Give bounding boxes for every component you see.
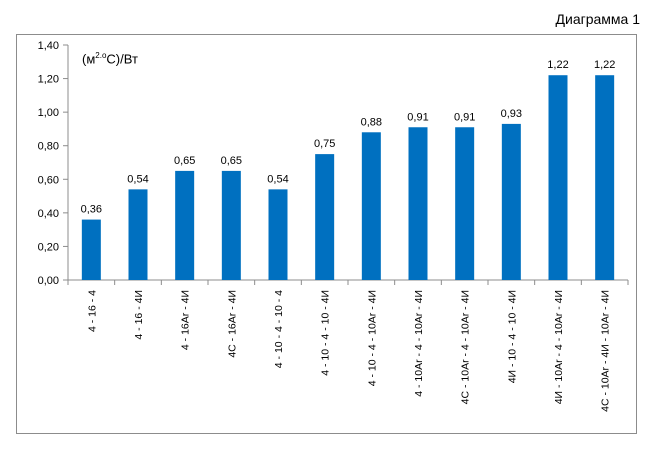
data-label: 0,54 bbox=[267, 173, 288, 185]
data-label: 0,75 bbox=[314, 138, 335, 150]
bar bbox=[175, 170, 195, 280]
x-tick-label: 4 - 16 - 4И bbox=[133, 290, 145, 340]
y-tick-label: 1,40 bbox=[38, 40, 59, 52]
bar bbox=[221, 170, 241, 280]
chart-caption: Диаграмма 1 bbox=[555, 11, 640, 27]
y-tick-label: 0,40 bbox=[38, 208, 59, 220]
bar bbox=[595, 75, 615, 280]
chart-frame bbox=[16, 34, 637, 434]
data-label: 1,22 bbox=[594, 59, 615, 71]
data-label: 0,88 bbox=[361, 116, 382, 128]
x-tick-label: 4С - 16Ar - 4И bbox=[226, 290, 238, 358]
bar bbox=[548, 75, 568, 280]
y-unit-close: С)/Вт bbox=[106, 51, 138, 67]
bar bbox=[268, 189, 288, 280]
bar bbox=[408, 127, 428, 280]
data-label: 1,22 bbox=[547, 59, 568, 71]
x-tick-label: 4 - 16Ar - 4И bbox=[180, 290, 192, 350]
x-tick-label: 4И - 10 - 4 - 10 - 4И bbox=[506, 290, 518, 383]
y-tick-label: 0,60 bbox=[38, 174, 59, 186]
x-tick-label: 4И - 10Ar - 4 - 10Ar - 4И bbox=[553, 290, 565, 404]
x-tick-label: 4С - 10Ar - 4И - 10Ar - 4И bbox=[600, 290, 612, 412]
data-label: 0,93 bbox=[501, 108, 522, 120]
y-tick-label: 1,00 bbox=[38, 107, 59, 119]
bar bbox=[455, 127, 475, 280]
x-tick-label: 4 - 10 - 4 - 10 - 4И bbox=[320, 290, 332, 376]
y-tick-label: 0,20 bbox=[38, 241, 59, 253]
data-label: 0,91 bbox=[407, 111, 428, 123]
x-tick-label: 4 - 10 - 4 - 10Ar - 4И bbox=[366, 290, 378, 386]
x-tick-label: 4 - 16 - 4 bbox=[86, 290, 98, 332]
bar bbox=[315, 154, 335, 280]
y-tick-label: 0,00 bbox=[38, 275, 59, 287]
x-tick-label: 4 - 10 - 4 - 10 - 4 bbox=[273, 290, 285, 368]
data-label: 0,91 bbox=[454, 111, 475, 123]
y-tick-label: 1,20 bbox=[38, 74, 59, 86]
y-axis-unit-label: (м2.oС)/Вт bbox=[82, 51, 138, 66]
x-tick-label: 4 - 10Ar - 4 - 10Ar - 4И bbox=[413, 290, 425, 397]
data-label: 0,36 bbox=[81, 204, 102, 216]
y-tick-label: 0,80 bbox=[38, 141, 59, 153]
bar bbox=[501, 123, 521, 281]
data-label: 0,54 bbox=[127, 173, 148, 185]
y-unit-open: (м bbox=[82, 51, 96, 67]
y-unit-superscript: 2.o bbox=[95, 51, 107, 60]
bar bbox=[361, 132, 381, 280]
data-label: 0,65 bbox=[174, 155, 195, 167]
x-tick-label: 4С - 10Ar - 4 - 10Ar - 4И bbox=[460, 290, 472, 404]
data-label: 0,65 bbox=[221, 155, 242, 167]
bar bbox=[128, 189, 148, 280]
bar bbox=[81, 219, 101, 280]
